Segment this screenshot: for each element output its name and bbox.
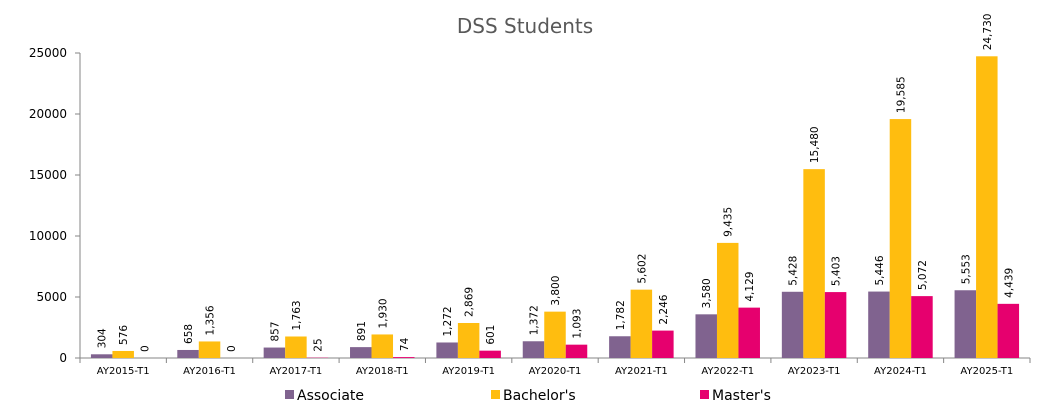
data-label: 2,246 bbox=[658, 294, 670, 324]
x-axis: AY2015-T1 AY2016-T1 AY2017-T1 AY2018-T1 AY20… bbox=[79, 357, 1031, 377]
data-label: 0 bbox=[226, 345, 238, 352]
bar bbox=[198, 341, 221, 358]
legend-item: Bachelor's bbox=[491, 388, 576, 404]
bar bbox=[695, 314, 717, 358]
data-label: 5,403 bbox=[831, 256, 843, 286]
data-label: 74 bbox=[399, 337, 411, 351]
data-label: 1,763 bbox=[291, 300, 303, 330]
bar bbox=[716, 242, 739, 358]
data-label: 1,093 bbox=[572, 309, 584, 339]
data-label: 24,730 bbox=[982, 14, 994, 51]
x-tick-label: AY2017-T1 bbox=[270, 366, 323, 377]
data-label: 1,356 bbox=[205, 305, 217, 335]
data-label: 9,435 bbox=[723, 207, 735, 237]
bar bbox=[177, 349, 199, 358]
data-label: 5,428 bbox=[788, 256, 800, 286]
x-tick-label: AY2019-T1 bbox=[442, 366, 495, 377]
data-label: 576 bbox=[118, 325, 130, 345]
x-tick-label: AY2022-T1 bbox=[701, 366, 754, 377]
data-label: 15,480 bbox=[809, 126, 821, 163]
bar bbox=[609, 336, 631, 358]
data-label: 3,800 bbox=[550, 276, 562, 306]
bar bbox=[738, 307, 760, 358]
x-tick-label: AY2018-T1 bbox=[356, 366, 409, 377]
data-label: 25 bbox=[312, 338, 324, 351]
data-label: 1,930 bbox=[377, 298, 389, 328]
bar bbox=[112, 350, 134, 358]
legend-item: Master's bbox=[700, 388, 771, 404]
bar bbox=[350, 347, 372, 358]
x-tick-label: AY2015-T1 bbox=[97, 366, 150, 377]
data-labels: 304 658 857 891 1,272 1,372 1,782 3,580 5,428 5,4… bbox=[97, 14, 1016, 352]
bar bbox=[868, 291, 890, 358]
bar bbox=[911, 296, 933, 358]
data-label: 0 bbox=[140, 345, 152, 352]
legend-item: Associate bbox=[285, 388, 364, 404]
data-label: 1,782 bbox=[615, 300, 627, 330]
bar bbox=[976, 56, 998, 358]
data-label: 304 bbox=[97, 328, 109, 348]
y-tick-label: 0 bbox=[59, 351, 67, 365]
bar bbox=[285, 336, 307, 358]
y-tick-label: 5000 bbox=[36, 290, 67, 304]
bar bbox=[393, 357, 415, 358]
data-label: 1,272 bbox=[442, 306, 454, 336]
y-tick-label: 10000 bbox=[29, 229, 67, 243]
bar bbox=[803, 169, 825, 358]
legend-label: Associate bbox=[297, 388, 364, 404]
legend-label: Master's bbox=[712, 388, 771, 404]
data-label: 1,372 bbox=[529, 305, 541, 335]
data-label: 658 bbox=[183, 324, 195, 344]
chart-title: DSS Students bbox=[457, 14, 593, 38]
bar bbox=[824, 292, 847, 358]
data-label: 3,580 bbox=[701, 278, 713, 308]
x-tick-label: AY2016-T1 bbox=[183, 366, 236, 377]
y-tick-label: 25000 bbox=[29, 46, 67, 60]
bar bbox=[781, 291, 804, 358]
x-tick-label: AY2021-T1 bbox=[615, 366, 668, 377]
bar bbox=[544, 311, 566, 358]
y-tick-label: 15000 bbox=[29, 168, 67, 182]
bar bbox=[263, 347, 286, 358]
legend-swatch bbox=[700, 390, 709, 399]
x-tick-label: AY2025-T1 bbox=[960, 366, 1013, 377]
legend: Associate Bachelor's Master's bbox=[285, 388, 771, 404]
data-label: 19,585 bbox=[895, 76, 907, 113]
bar bbox=[630, 289, 653, 358]
data-label: 5,072 bbox=[917, 260, 929, 290]
bar bbox=[90, 354, 113, 358]
bar bbox=[889, 119, 912, 358]
bar bbox=[479, 350, 501, 358]
data-label: 5,553 bbox=[960, 254, 972, 284]
data-label: 891 bbox=[356, 321, 368, 341]
bar bbox=[652, 330, 674, 358]
y-tick-label: 20000 bbox=[29, 107, 67, 121]
y-axis: 0 5000 10000 15000 20000 25000 bbox=[29, 46, 81, 365]
bar bbox=[436, 342, 458, 358]
data-label: 601 bbox=[485, 325, 497, 345]
bars bbox=[90, 56, 1020, 358]
data-label: 857 bbox=[269, 321, 281, 341]
bar bbox=[522, 341, 545, 358]
bar bbox=[457, 322, 480, 358]
data-label: 2,869 bbox=[464, 287, 476, 317]
x-tick-label: AY2020-T1 bbox=[529, 366, 582, 377]
x-tick-label: AY2023-T1 bbox=[788, 366, 841, 377]
bar bbox=[954, 290, 977, 358]
data-label: 5,446 bbox=[874, 255, 886, 285]
bar bbox=[565, 344, 588, 358]
bar bbox=[997, 303, 1020, 358]
legend-swatch bbox=[491, 390, 500, 399]
data-label: 4,129 bbox=[744, 272, 756, 302]
legend-swatch bbox=[285, 390, 294, 399]
x-tick-label: AY2024-T1 bbox=[874, 366, 927, 377]
bar bbox=[371, 334, 394, 358]
data-label: 4,439 bbox=[1003, 268, 1015, 298]
legend-label: Bachelor's bbox=[503, 388, 576, 404]
data-label: 5,602 bbox=[636, 254, 648, 284]
